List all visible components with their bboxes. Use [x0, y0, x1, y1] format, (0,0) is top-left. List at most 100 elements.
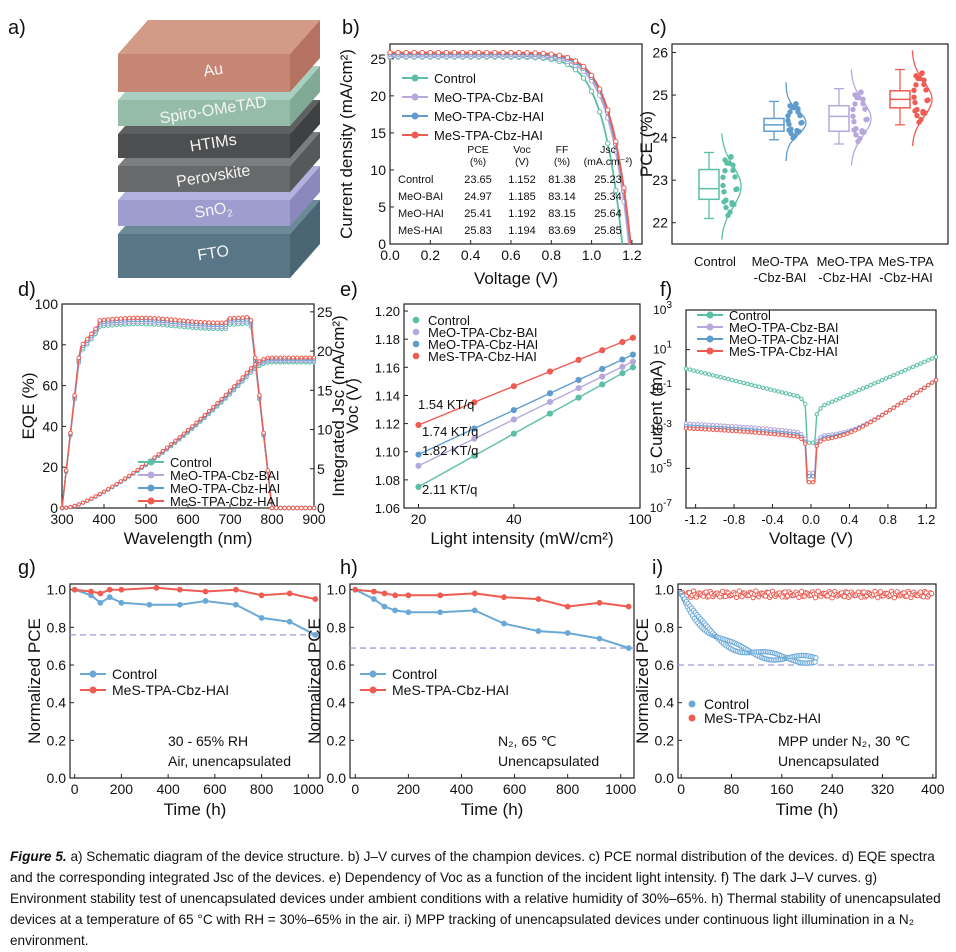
humidity-point: [232, 601, 239, 608]
eqe-point: [101, 317, 107, 323]
dark-ytick-label: 10-7: [650, 498, 673, 515]
thermal-point: [381, 603, 388, 610]
eqe-legend-1-marker: [147, 471, 155, 479]
eqe-point: [185, 318, 191, 324]
jv-table-header: FF: [556, 144, 569, 156]
dark-point: [729, 377, 735, 383]
humidity-xtick-label: 800: [250, 781, 274, 797]
dark-point: [803, 401, 808, 407]
eqe-ytick-label: 80: [42, 337, 58, 353]
humidity-point: [88, 588, 94, 595]
mpp-mes-point: [929, 590, 935, 597]
jv-table-cell: 25.23: [594, 174, 622, 186]
eqe-point: [84, 336, 90, 342]
thermal-point: [471, 590, 478, 597]
jv-ylabel: Current density (mA/cm²): [337, 49, 356, 239]
jv-legend-2-label: MeO-TPA-Cbz-HAI: [434, 109, 544, 124]
dark-point: [845, 392, 850, 398]
jsc-point: [206, 408, 212, 414]
dark-point: [853, 389, 858, 394]
dark-point: [887, 408, 893, 413]
box-point: [793, 101, 799, 107]
humidity-ytick-label: 0.8: [47, 619, 67, 635]
mpp-ytick-label: 0.4: [655, 695, 675, 711]
jsc-point: [198, 416, 203, 421]
jv-table-cell: 25.34: [594, 191, 622, 203]
dark-point: [895, 403, 900, 408]
jv-point: [443, 49, 450, 56]
box-point: [722, 168, 728, 174]
jsc-point: [68, 504, 73, 510]
dark-xtick-label: 0.0: [802, 512, 820, 527]
jsc-point: [244, 370, 249, 375]
jsc-point: [122, 476, 128, 481]
voc-point: [575, 394, 582, 401]
voc-point: [510, 407, 517, 414]
mpp-xtick-label: 320: [871, 781, 895, 797]
dark-point: [887, 374, 893, 380]
eqe-point: [131, 315, 136, 321]
box-point: [859, 128, 865, 134]
jsc-point: [72, 503, 77, 509]
jsc-point: [290, 355, 296, 360]
thermal-legend-0-label: Control: [392, 666, 437, 682]
pce-category-label: -Cbz-HAI: [818, 270, 871, 285]
voc-point: [629, 358, 637, 365]
jsc-point: [257, 359, 262, 364]
mpp-condition-note: MPP under N₂, 30 ℃: [778, 733, 910, 749]
eqe-point: [63, 468, 69, 473]
eqe-point: [261, 430, 266, 436]
voc-point: [575, 384, 582, 392]
dark-point: [768, 387, 773, 392]
box-point: [914, 112, 920, 119]
dark-point: [764, 386, 769, 391]
dark-xtick-label: 0.4: [840, 512, 858, 527]
jsc-point: [223, 392, 228, 397]
dark-point: [741, 429, 746, 434]
jsc-point: [274, 355, 279, 360]
voc-plot-frame: [403, 303, 641, 509]
humidity-ylabel: Normalized PCE: [25, 618, 44, 744]
dark-point: [706, 372, 712, 377]
dark-point: [810, 474, 816, 479]
eqe-xtick-label: 300: [50, 511, 74, 527]
thermal-curve-0: [354, 588, 630, 649]
jsc-point: [215, 400, 220, 406]
eqe-point: [76, 355, 82, 361]
eqe-point: [299, 505, 304, 511]
voc-legend-label: MeO-TPA-Cbz-BAI: [428, 325, 538, 340]
thermal-ylabel: Normalized PCE: [305, 618, 324, 744]
jv-table-cell: MeS-HAI: [398, 225, 443, 237]
voc-ytick-label: 1.14: [375, 388, 400, 403]
dark-ylabel: Current (mA): [647, 360, 666, 458]
dark-point: [749, 382, 754, 388]
jv-point: [516, 49, 522, 56]
pce-ylabel: PCE (%): [637, 111, 656, 177]
humidity-xtick-label: 1000: [293, 781, 324, 797]
dark-point: [722, 428, 727, 433]
thermal-point: [625, 603, 632, 610]
dark-point: [772, 388, 777, 393]
humidity-condition-note: 30 - 65% RH: [168, 733, 248, 749]
voc-fit-1: [418, 361, 634, 467]
voc-legend-marker: [412, 340, 420, 348]
jv-point: [588, 88, 595, 95]
voc-xtick-label: 20: [411, 511, 427, 527]
dark-point: [926, 382, 931, 388]
jv-point: [435, 49, 442, 56]
jv-xlabel: Voltage (V): [474, 269, 558, 288]
jv-point: [411, 49, 417, 56]
jv-point: [532, 50, 538, 56]
dark-xlabel: Voltage (V): [769, 529, 853, 548]
dark-point: [718, 375, 723, 380]
eqe-point: [278, 505, 283, 511]
eqe-point: [105, 317, 111, 322]
humidity-point: [97, 599, 104, 606]
dark-xtick-label: 1.2: [917, 512, 935, 527]
dark-xtick-label: -0.4: [761, 512, 783, 527]
eqe-y2tick-label: 5: [317, 461, 325, 477]
dark-point: [772, 432, 777, 437]
panel-letter-i: i): [652, 557, 663, 579]
eqe-point: [248, 318, 254, 323]
mpp-xlabel: Time (h): [776, 800, 839, 819]
